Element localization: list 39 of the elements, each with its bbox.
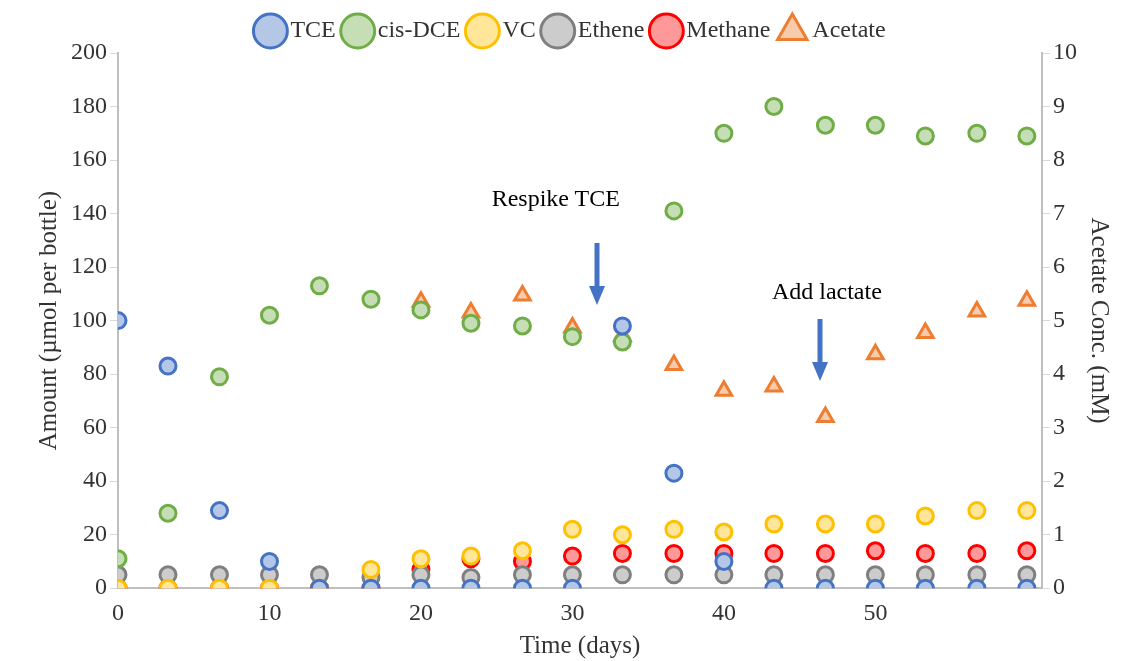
- y2-tick-label: 4: [1053, 359, 1065, 386]
- y-tick-label: 80: [83, 359, 107, 386]
- x-tick-label: 50: [863, 598, 888, 625]
- x-tick-label: 0: [112, 598, 124, 625]
- x-tick-label: 30: [560, 598, 585, 625]
- y2-tick-label: 2: [1053, 466, 1065, 493]
- y-tick-label: 20: [83, 519, 107, 546]
- legend-label: cis-DCE: [377, 16, 461, 43]
- legend-label: Methane: [686, 16, 771, 43]
- x-tick-label: 40: [711, 598, 736, 625]
- y-axis-title: Amount (µmol per bottle): [33, 190, 62, 451]
- y-tick-label: 120: [71, 252, 107, 279]
- y2-tick-label: 0: [1053, 573, 1065, 600]
- y-tick-label: 40: [83, 466, 107, 493]
- y2-tick-label: 9: [1053, 91, 1065, 118]
- x-tick-label: 10: [257, 598, 282, 625]
- y-tick-label: 100: [71, 305, 107, 332]
- y2-tick-label: 1: [1053, 519, 1065, 546]
- y2-axis-title: Acetate Conc. (mM): [1086, 217, 1115, 424]
- x-tick-label: 20: [408, 598, 433, 625]
- y2-tick-label: 3: [1053, 412, 1065, 439]
- y-tick-label: 60: [83, 412, 107, 439]
- annotation: Add lactate: [771, 278, 882, 306]
- y-tick-label: 0: [95, 573, 107, 600]
- y-tick-label: 180: [71, 91, 107, 118]
- y-tick-label: 200: [71, 38, 107, 65]
- y2-tick-label: 10: [1053, 38, 1077, 65]
- y-tick-label: 140: [71, 198, 107, 225]
- x-axis-title: Time (days): [519, 630, 641, 659]
- y2-tick-label: 7: [1053, 198, 1065, 225]
- legend-label: VC: [502, 16, 536, 43]
- legend-label: Acetate: [812, 16, 886, 43]
- y-tick-label: 160: [71, 145, 107, 172]
- legend-label: Ethene: [577, 16, 645, 43]
- y2-tick-label: 5: [1053, 305, 1065, 332]
- annotation: Respike TCE: [491, 184, 620, 212]
- y2-tick-label: 6: [1053, 252, 1065, 279]
- legend-label: TCE: [290, 16, 336, 43]
- y2-tick-label: 8: [1053, 145, 1065, 172]
